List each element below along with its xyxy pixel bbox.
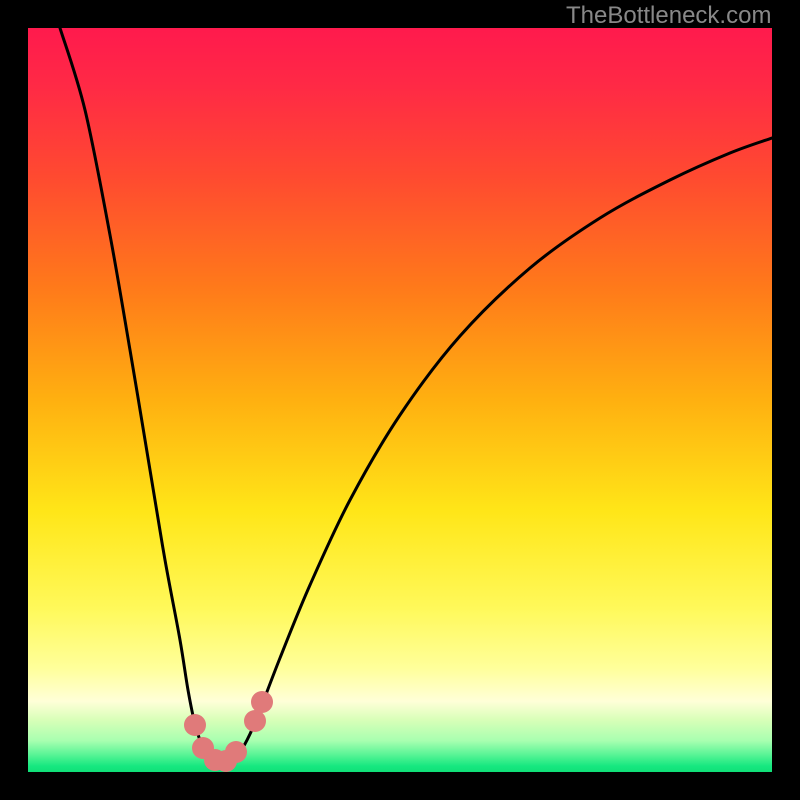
data-marker	[225, 741, 247, 763]
watermark-text: TheBottleneck.com	[566, 2, 771, 30]
data-marker	[184, 714, 206, 736]
data-marker	[251, 691, 273, 713]
bottleneck-curve-chart	[0, 0, 800, 800]
data-marker	[244, 710, 266, 732]
